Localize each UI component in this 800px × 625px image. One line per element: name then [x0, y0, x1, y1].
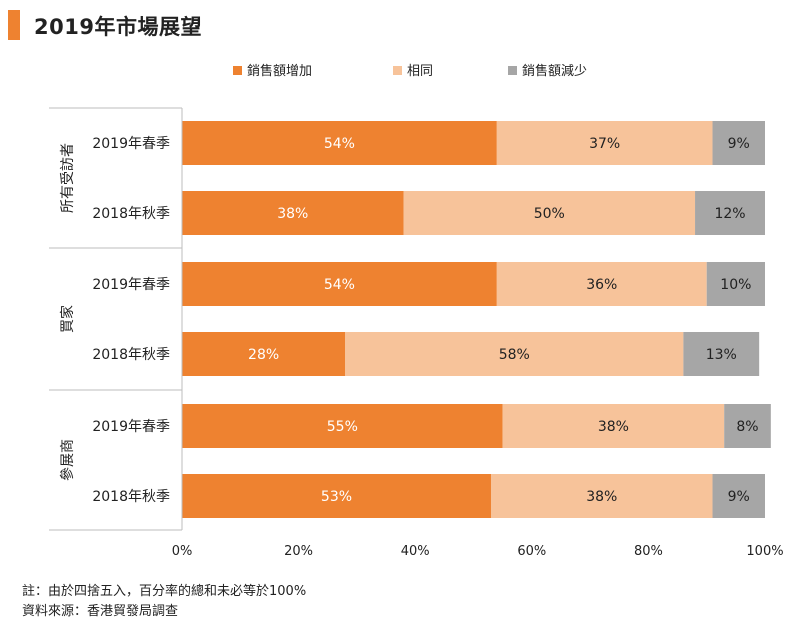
bar-row2-series3	[695, 191, 765, 235]
row-label-4: 2018年秋季	[92, 347, 170, 363]
row-label-2: 2018年秋季	[92, 206, 170, 222]
bar-row3-series3	[706, 262, 765, 306]
bar-row2-series2	[403, 191, 696, 235]
data-label-row6-series3: 9%	[728, 489, 750, 505]
footnote: 註：由於四捨五入，百分率的總和未必等於100%	[22, 584, 307, 599]
bar-row6-series2	[490, 474, 713, 518]
legend-swatch-1	[233, 66, 242, 75]
bar-row4-series1	[182, 332, 346, 376]
x-tick-label-6: 100%	[746, 544, 783, 559]
bar-row2-series1	[182, 191, 404, 235]
row-label-1: 2019年春季	[92, 136, 170, 152]
data-label-row4-series3: 13%	[706, 347, 737, 363]
bar-row1-series3	[712, 121, 765, 165]
bar-row5-series1	[182, 404, 503, 448]
row-label-5: 2019年春季	[92, 419, 170, 435]
group-label-3: 參展商	[60, 439, 76, 481]
bar-row3-series2	[496, 262, 707, 306]
data-label-row3-series3: 10%	[720, 277, 751, 293]
x-tick-label-3: 40%	[401, 544, 430, 559]
group-label-1: 所有受訪者	[60, 143, 76, 213]
data-label-row6-series2: 38%	[586, 489, 617, 505]
source-note: 資料來源：香港貿發局調查	[22, 604, 179, 619]
bar-row1-series2	[496, 121, 713, 165]
row-label-3: 2019年春季	[92, 277, 170, 293]
bar-row3-series1	[182, 262, 497, 306]
group-label-2: 買家	[59, 305, 76, 333]
bar-row4-series2	[345, 332, 684, 376]
bar-row4-series3	[683, 332, 760, 376]
data-label-row1-series3: 9%	[728, 136, 750, 152]
data-label-row2-series3: 12%	[714, 206, 745, 222]
data-label-row1-series2: 37%	[589, 136, 620, 152]
bar-row6-series3	[712, 474, 765, 518]
data-label-row3-series2: 36%	[586, 277, 617, 293]
bar-row5-series3	[724, 404, 771, 448]
data-label-row1-series1: 54%	[324, 136, 355, 152]
legend-label-1: 銷售額增加	[247, 63, 312, 79]
legend-swatch-3	[508, 66, 517, 75]
x-tick-label-2: 20%	[284, 544, 313, 559]
legend-label-3: 銷售額減少	[522, 63, 587, 79]
data-label-row5-series3: 8%	[736, 419, 758, 435]
bar-row6-series1	[182, 474, 491, 518]
bar-row5-series2	[502, 404, 725, 448]
data-label-row2-series1: 38%	[277, 206, 308, 222]
row-label-6: 2018年秋季	[92, 489, 170, 505]
x-tick-label-5: 80%	[634, 544, 663, 559]
data-label-row5-series1: 55%	[327, 419, 358, 435]
legend-label-2: 相同	[407, 64, 433, 79]
page-title: 2019年市場展望	[34, 15, 202, 39]
data-label-row4-series1: 28%	[248, 347, 279, 363]
data-label-row6-series1: 53%	[321, 489, 352, 505]
x-tick-label-4: 60%	[517, 544, 546, 559]
bar-row1-series1	[182, 121, 497, 165]
title-accent-bar	[8, 10, 20, 40]
legend-swatch-2	[393, 66, 402, 75]
x-tick-label-1: 0%	[172, 544, 193, 559]
data-label-row2-series2: 50%	[534, 206, 565, 222]
data-label-row5-series2: 38%	[598, 419, 629, 435]
data-label-row4-series2: 58%	[499, 347, 530, 363]
data-label-row3-series1: 54%	[324, 277, 355, 293]
